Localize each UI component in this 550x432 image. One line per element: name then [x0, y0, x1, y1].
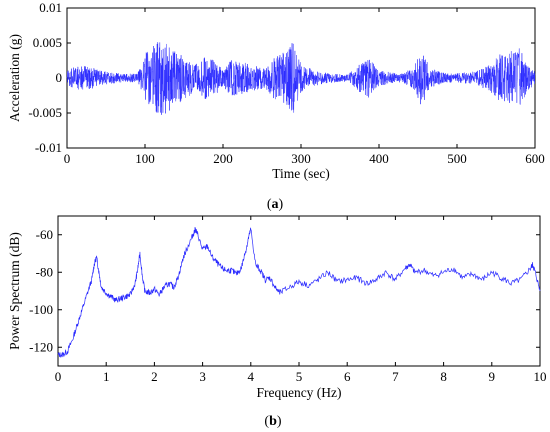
- x-tick-label: 9: [489, 369, 496, 384]
- x-tick-label: 4: [248, 369, 255, 384]
- series-power-spectrum: [57, 227, 541, 358]
- series-acceleration: [66, 42, 536, 115]
- x-tick-label: 6: [344, 369, 351, 384]
- plot-frame-b: [57, 215, 541, 367]
- power-spectrum-line: [57, 227, 541, 358]
- y-tick-label: -100: [29, 302, 53, 317]
- x-tick-label: 10: [534, 369, 547, 384]
- y-tick-label: -0.01: [35, 140, 62, 155]
- panel-label-b: (b): [264, 414, 281, 429]
- x-tick-label: 5: [296, 369, 303, 384]
- panel-letter-a: a: [272, 197, 279, 212]
- y-tick-label: -60: [36, 227, 53, 242]
- y-tick-label: -0.005: [28, 105, 62, 120]
- panel-a: 0.01 0.005 0 -0.005 -0.01 0 100 200 300 400 500 60…: [7, 0, 545, 212]
- panel-label-a: (a): [267, 197, 284, 212]
- y-tick-label: -120: [29, 339, 53, 354]
- y-tick-label: 0: [56, 70, 63, 85]
- y-axis-ticks-a: 0.01 0.005 0 -0.005 -0.01: [28, 0, 535, 155]
- x-tick-label: 0: [55, 369, 62, 384]
- x-tick-label: 2: [151, 369, 158, 384]
- x-tick-label: 300: [291, 151, 311, 166]
- y-tick-label: -80: [36, 264, 53, 279]
- x-axis-ticks-a: 0 100 200 300 400 500 600: [64, 8, 545, 166]
- x-tick-label: 3: [199, 369, 206, 384]
- x-axis-label-b: Frequency (Hz): [256, 385, 341, 400]
- x-tick-label: 0: [64, 151, 71, 166]
- x-axis-label-a: Time (sec): [272, 166, 330, 181]
- y-tick-label: 0.01: [39, 0, 62, 15]
- x-tick-label: 7: [392, 369, 399, 384]
- y-axis-label-b: Power Spectrum (dB): [7, 232, 22, 350]
- x-tick-label: 1: [103, 369, 110, 384]
- x-axis-ticks-b: 0 1 2 3 4 5 6 7 8 9 10: [55, 216, 547, 384]
- x-tick-label: 200: [213, 151, 233, 166]
- panel-letter-b: b: [269, 414, 277, 429]
- y-axis-label-a: Acceleration (g): [7, 34, 22, 122]
- x-tick-label: 600: [525, 151, 545, 166]
- x-tick-label: 500: [447, 151, 467, 166]
- y-axis-ticks-b: -60 -80 -100 -120: [29, 227, 540, 354]
- y-tick-label: 0.005: [33, 35, 62, 50]
- x-tick-label: 400: [369, 151, 389, 166]
- panel-b: -60 -80 -100 -120 0 1 2 3 4 5 6 7 8 9 10 Frequency (H…: [7, 215, 547, 429]
- x-tick-label: 8: [440, 369, 447, 384]
- x-tick-label: 100: [135, 151, 155, 166]
- acceleration-line: [66, 42, 536, 115]
